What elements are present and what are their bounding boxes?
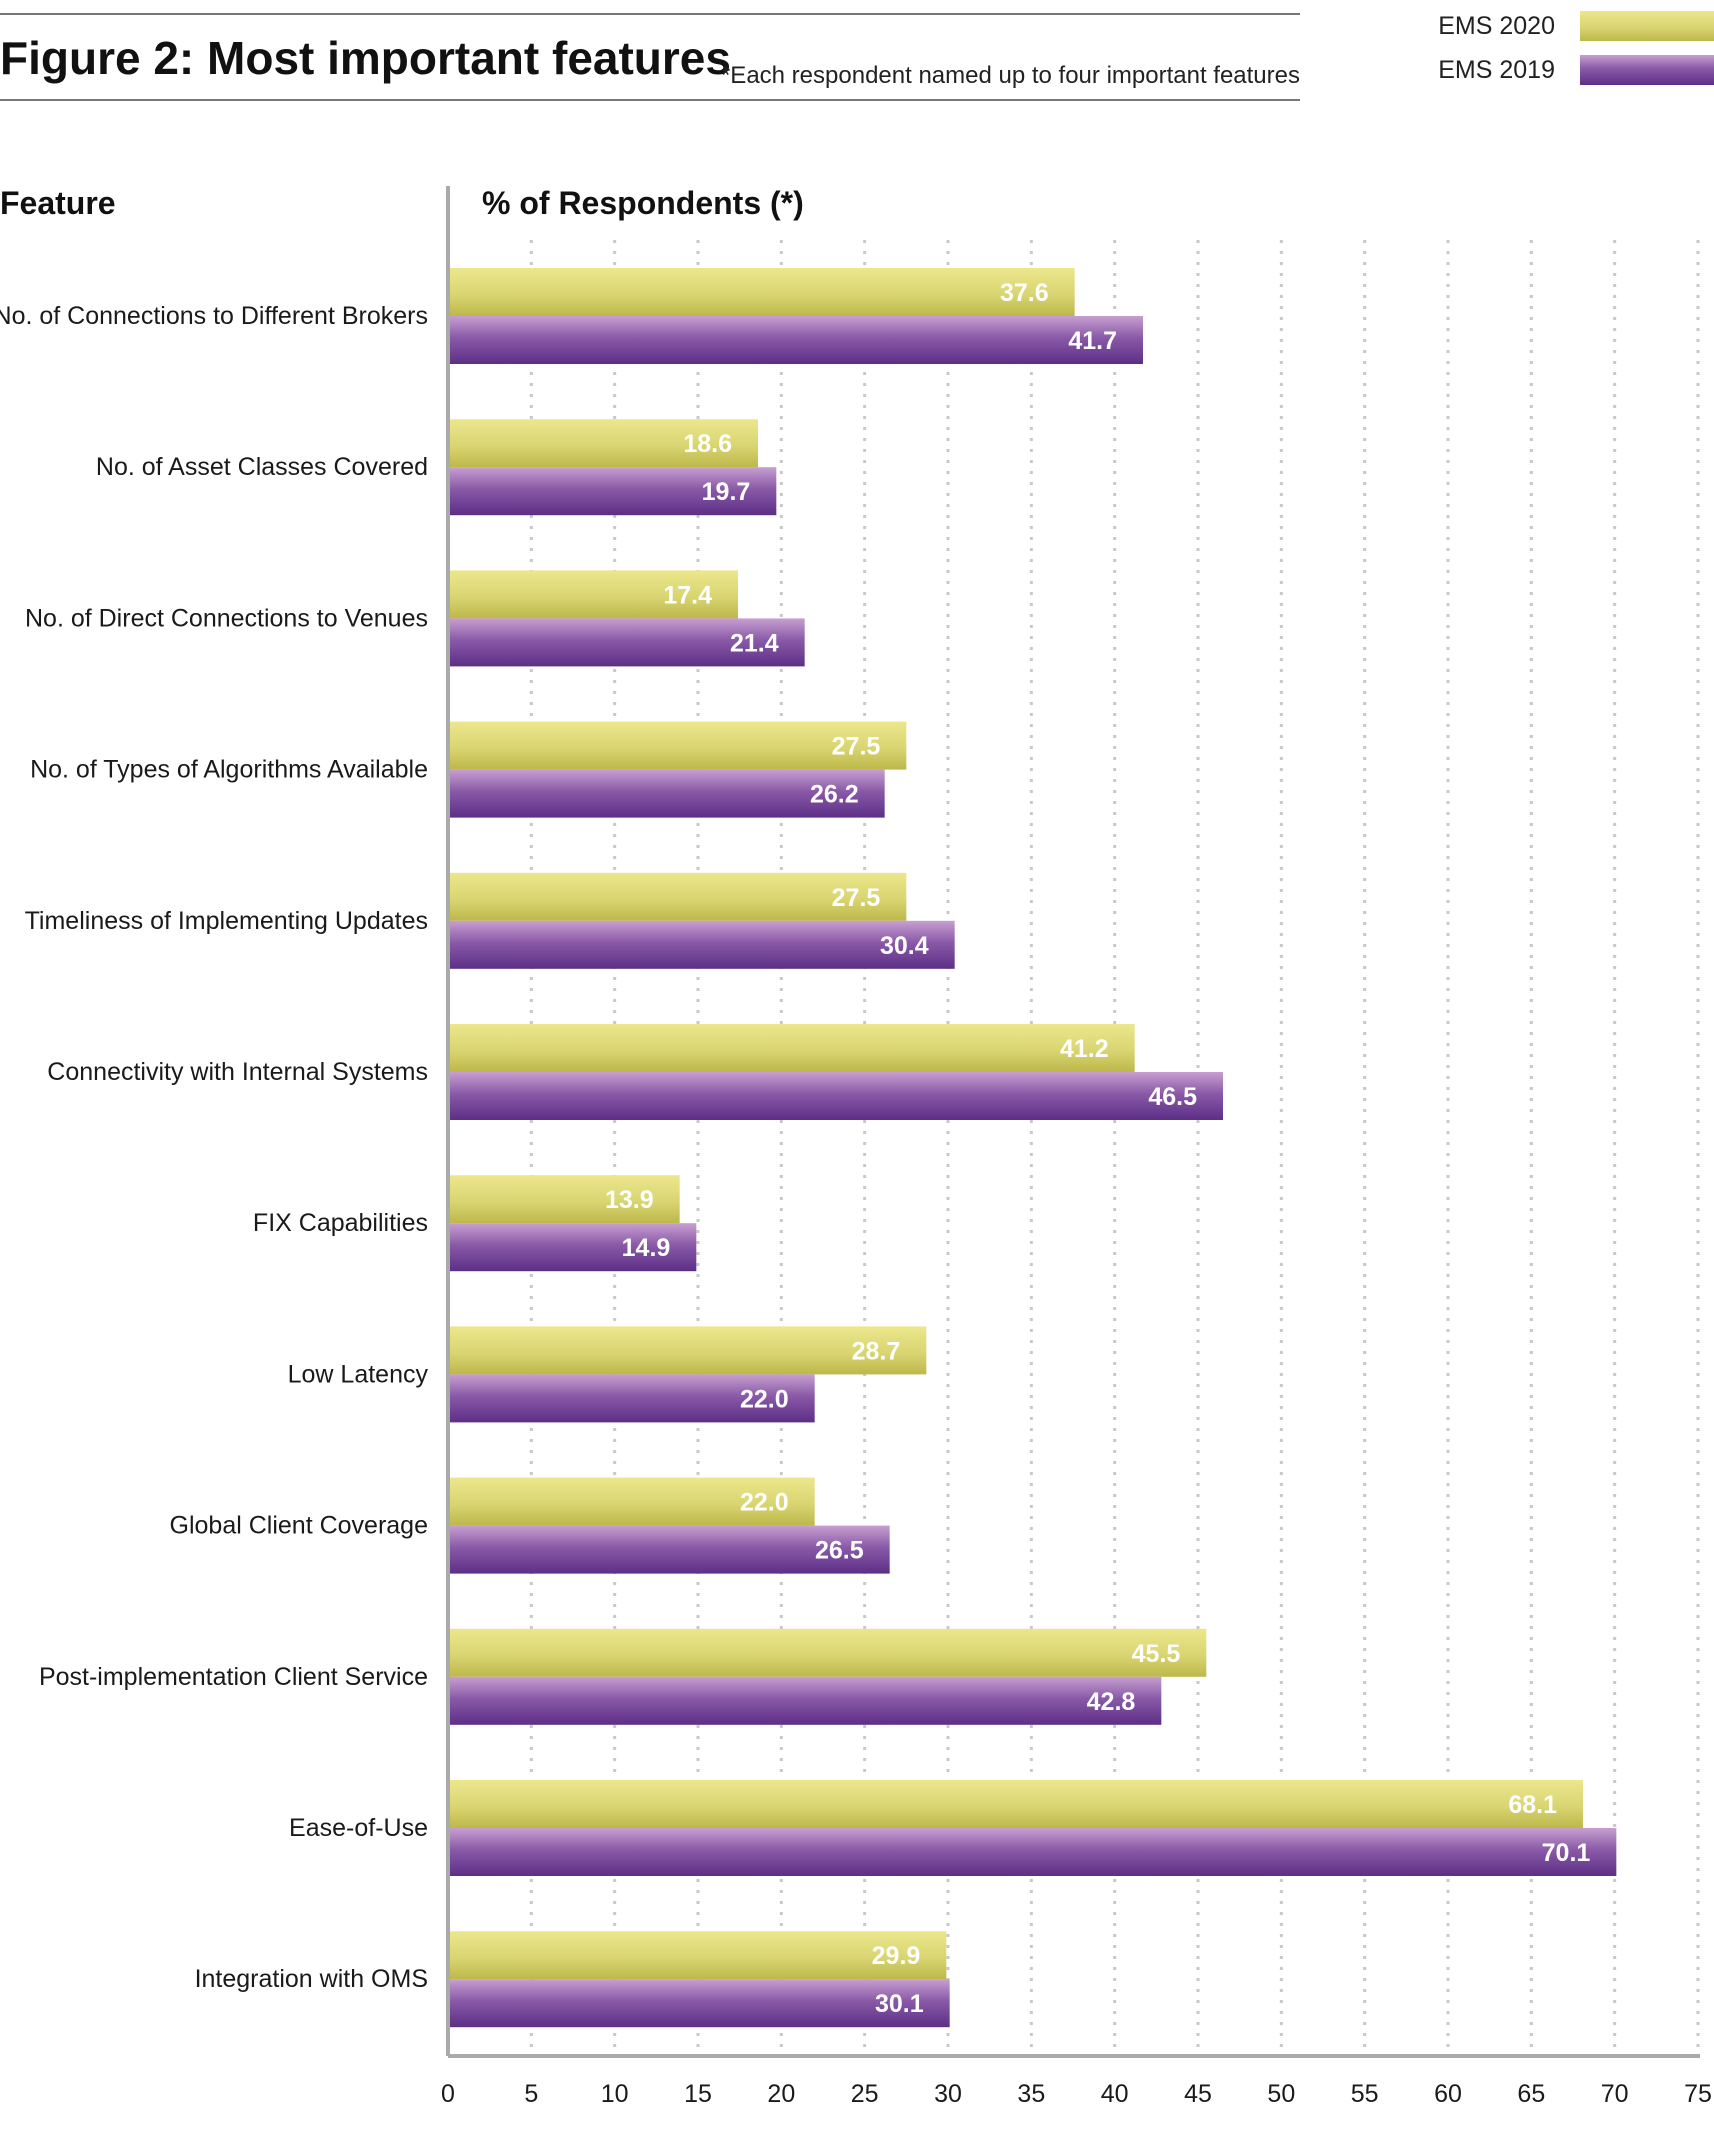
category-label: Integration with OMS [195, 1965, 428, 1993]
category-label: Timeliness of Implementing Updates [25, 907, 428, 935]
chart-title: Figure 2: Most important features [0, 32, 731, 84]
bar-ems2020 [448, 1477, 815, 1526]
value-label-ems2019: 30.4 [880, 932, 929, 960]
category-label: Ease-of-Use [289, 1814, 428, 1842]
bar-ems2019 [448, 467, 777, 516]
value-label-ems2019: 22.0 [740, 1385, 789, 1413]
bar-ems2019 [448, 920, 955, 969]
bar-ems2020 [448, 419, 758, 468]
legend: EMS 2020 EMS 2019 [1438, 11, 1714, 85]
value-labels: 37.6 41.7 18.6 19.7 17.4 21.4 27.5 26.2 27.5 30.4… [605, 279, 1590, 2018]
value-label-ems2020: 37.6 [1000, 279, 1049, 307]
value-label-ems2019: 41.7 [1068, 327, 1117, 355]
feature-column-header: Feature [0, 185, 116, 221]
legend-swatch-ems2020 [1580, 11, 1714, 41]
x-tick-label: 40 [1101, 2080, 1129, 2108]
category-label: No. of Asset Classes Covered [96, 453, 428, 481]
value-label-ems2020: 27.5 [832, 733, 881, 761]
value-label-ems2019: 70.1 [1542, 1839, 1591, 1867]
bar-ems2020 [448, 721, 907, 770]
bar-ems2019 [448, 1525, 890, 1574]
category-label: Connectivity with Internal Systems [47, 1058, 428, 1086]
x-tick-label: 45 [1184, 2080, 1212, 2108]
value-label-ems2019: 42.8 [1087, 1688, 1136, 1716]
x-tick-label: 20 [767, 2080, 795, 2108]
value-label-ems2020: 29.9 [872, 1942, 921, 1970]
category-label: No. of Types of Algorithms Available [30, 756, 428, 784]
bar-ems2019 [448, 1979, 950, 2028]
x-tick-label: 25 [851, 2080, 879, 2108]
bar-ems2019 [448, 1828, 1617, 1876]
x-tick-label: 0 [441, 2080, 455, 2108]
legend-label-ems2020: EMS 2020 [1438, 12, 1555, 40]
value-label-ems2020: 17.4 [663, 581, 712, 609]
x-tick-label: 50 [1267, 2080, 1295, 2108]
x-tick-label: 30 [934, 2080, 962, 2108]
legend-swatch-ems2019 [1580, 55, 1714, 85]
value-label-ems2020: 45.5 [1132, 1640, 1181, 1668]
bar-ems2020 [448, 1628, 1207, 1677]
value-label-ems2020: 18.6 [683, 430, 732, 458]
x-tick-label: 65 [1517, 2080, 1545, 2108]
bar-ems2019 [448, 1374, 815, 1423]
bar-ems2019 [448, 1072, 1223, 1120]
x-tick-label: 35 [1017, 2080, 1045, 2108]
category-label: Low Latency [288, 1360, 429, 1388]
bar-ems2019 [448, 1676, 1162, 1725]
bar-ems2020 [448, 1780, 1583, 1828]
x-tick-label: 5 [524, 2080, 538, 2108]
value-label-ems2019: 26.2 [810, 781, 859, 809]
legend-label-ems2019: EMS 2019 [1438, 56, 1555, 84]
value-label-ems2020: 68.1 [1508, 1791, 1557, 1819]
value-label-ems2020: 27.5 [832, 884, 881, 912]
value-label-ems2019: 14.9 [622, 1234, 671, 1262]
bars [448, 268, 1617, 2028]
category-label: No. of Direct Connections to Venues [25, 604, 428, 632]
bar-ems2019 [448, 618, 805, 667]
bar-ems2020 [448, 872, 907, 921]
bar-ems2020 [448, 570, 738, 619]
value-label-ems2019: 19.7 [702, 478, 751, 506]
bar-ems2020 [448, 1326, 927, 1375]
value-label-ems2020: 41.2 [1060, 1035, 1109, 1063]
bar-ems2020 [448, 268, 1075, 316]
x-tick-label: 55 [1351, 2080, 1379, 2108]
value-label-ems2020: 13.9 [605, 1186, 654, 1214]
value-column-header: % of Respondents (*) [482, 185, 804, 221]
category-labels: No. of Connections to Different Brokers N… [0, 302, 428, 1993]
category-label: Global Client Coverage [170, 1512, 428, 1540]
bar-ems2020 [448, 1175, 680, 1224]
x-tick-label: 75 [1684, 2080, 1712, 2108]
value-label-ems2019: 46.5 [1148, 1083, 1197, 1111]
x-axis-ticks: 0 5 10 15 20 25 30 35 40 45 50 55 60 65 70 75 [441, 2080, 1712, 2108]
value-label-ems2019: 26.5 [815, 1537, 864, 1565]
x-tick-label: 60 [1434, 2080, 1462, 2108]
category-label: No. of Connections to Different Brokers [0, 302, 428, 330]
x-tick-label: 10 [601, 2080, 629, 2108]
value-label-ems2019: 30.1 [875, 1990, 924, 2018]
bar-ems2020 [448, 1931, 947, 1980]
x-tick-label: 15 [684, 2080, 712, 2108]
bar-ems2020 [448, 1024, 1135, 1072]
bar-ems2019 [448, 316, 1143, 364]
x-tick-label: 70 [1601, 2080, 1629, 2108]
value-label-ems2020: 22.0 [740, 1489, 789, 1517]
category-label: FIX Capabilities [253, 1209, 428, 1237]
chart-note: *Each respondent named up to four import… [721, 62, 1300, 89]
bar-ems2019 [448, 769, 885, 818]
category-label: Post-implementation Client Service [39, 1663, 428, 1691]
value-label-ems2019: 21.4 [730, 629, 779, 657]
bar-ems2019 [448, 1223, 697, 1272]
value-label-ems2020: 28.7 [852, 1337, 901, 1365]
